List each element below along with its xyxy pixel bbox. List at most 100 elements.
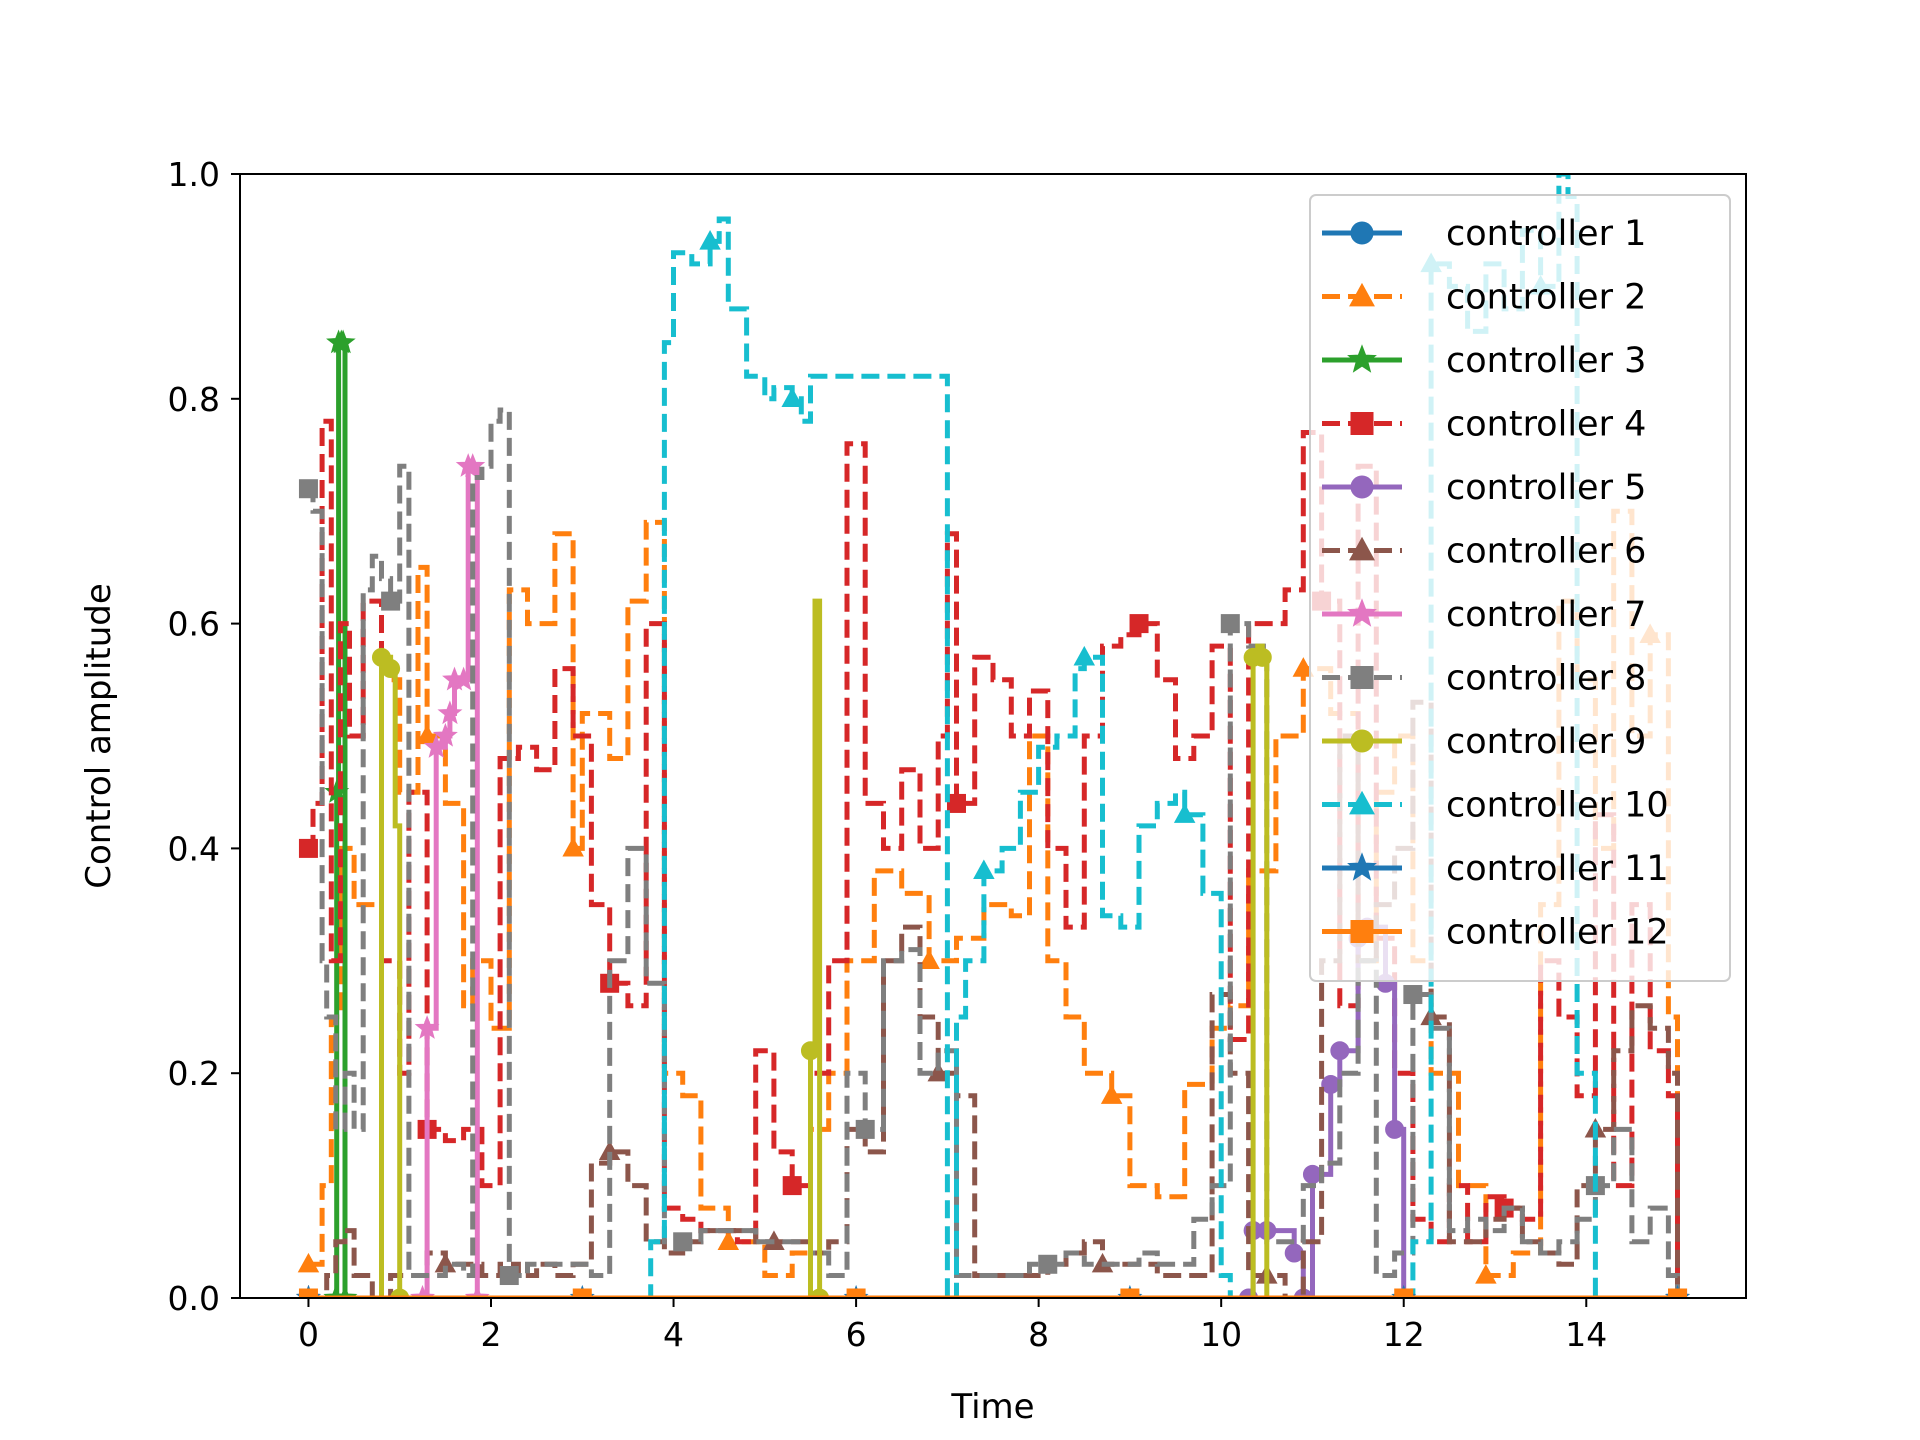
legend-item-5: controller 5 (1322, 468, 1646, 508)
series-line-4 (308, 418, 1680, 1298)
x-tick-label: 8 (1028, 1315, 1049, 1354)
data-point-7-2 (414, 1015, 440, 1039)
y-axis: 0.0 0.2 0.4 0.6 0.8 1.0 (168, 155, 240, 1318)
y-tick-label: 0.8 (168, 380, 220, 419)
series-layer (295, 174, 1691, 1298)
data-point-5-4 (1284, 1243, 1304, 1263)
legend-label: controller 1 (1446, 214, 1646, 254)
legend-item-7: controller 7 (1322, 595, 1646, 635)
data-point-6-36 (927, 1061, 949, 1082)
legend-label: controller 4 (1446, 405, 1646, 445)
data-point-12-0 (298, 1288, 318, 1298)
data-point-2-24 (717, 1230, 740, 1250)
data-point-2-16 (562, 837, 584, 857)
data-point-3-2 (324, 779, 350, 803)
y-axis-label: Control amplitude (79, 583, 119, 889)
data-point-3-6 (332, 1284, 358, 1298)
data-point-5-6 (1302, 1164, 1322, 1184)
legend-marker (1347, 852, 1377, 881)
legend-label: controller 7 (1446, 595, 1646, 635)
plot-frame (239, 173, 1747, 1299)
data-point-5-8 (1330, 1041, 1350, 1061)
legend-label: controller 12 (1446, 913, 1669, 953)
data-point-8-60 (1220, 614, 1240, 634)
data-point-5-12 (1385, 1119, 1405, 1139)
legend-marker (1349, 282, 1375, 307)
data-point-4-30 (782, 1176, 802, 1196)
data-point-2-32 (918, 949, 940, 969)
data-point-7-3 (423, 734, 449, 758)
x-axis: 0 2 4 6 8 10 12 14 (298, 1298, 1607, 1354)
data-point-4-0 (298, 838, 318, 858)
y-tick-label: 0.2 (168, 1054, 220, 1093)
legend-label: controller 8 (1446, 659, 1646, 699)
data-point-9-4 (381, 659, 401, 679)
legend-item-3: controller 3 (1322, 341, 1646, 381)
legend-item-8: controller 8 (1322, 659, 1646, 699)
legend-marker (1349, 536, 1375, 561)
data-point-9-14 (1252, 647, 1272, 667)
legend-item-10: controller 10 (1322, 786, 1669, 826)
data-point-12-3 (1120, 1288, 1140, 1298)
data-point-12-1 (572, 1288, 592, 1298)
legend-item-2: controller 2 (1322, 278, 1646, 318)
data-point-8-30 (673, 1232, 693, 1252)
data-point-3-5 (330, 329, 356, 354)
legend-marker (1350, 666, 1374, 689)
data-point-8-50 (1038, 1254, 1058, 1274)
legend-label: controller 9 (1446, 722, 1646, 762)
x-tick-label: 10 (1200, 1315, 1242, 1354)
data-point-2-40 (1100, 1084, 1123, 1104)
x-tick-label: 4 (663, 1315, 684, 1354)
legend-marker (1350, 412, 1374, 435)
data-point-8-0 (298, 479, 318, 499)
data-point-7-10 (464, 1284, 490, 1298)
data-point-7-9 (460, 453, 486, 477)
data-point-10-18 (973, 859, 995, 880)
legend-box (1309, 194, 1731, 982)
legend-label: controller 3 (1446, 341, 1646, 381)
data-point-10-6 (699, 230, 721, 250)
x-tick-label: 14 (1565, 1315, 1607, 1354)
data-point-10-12 (781, 387, 803, 407)
legend-label: controller 5 (1446, 468, 1646, 508)
legend-item-11: controller 11 (1322, 849, 1669, 889)
legend-marker (1350, 920, 1374, 943)
data-point-8-70 (1403, 985, 1423, 1005)
legend-marker (1347, 344, 1377, 373)
data-point-8-20 (499, 1266, 519, 1286)
data-point-10-30 (1173, 803, 1196, 823)
x-tick-label: 12 (1383, 1315, 1425, 1354)
data-point-4-50 (1129, 614, 1149, 634)
data-point-12-5 (1668, 1288, 1688, 1298)
data-point-8-40 (855, 1119, 875, 1139)
y-tick-label: 1.0 (168, 155, 220, 194)
series-8 (298, 407, 1680, 1298)
legend-label: controller 11 (1446, 849, 1669, 889)
legend-marker (1347, 598, 1377, 627)
legend: controller 1 controller 2 controller 3 cont… (1309, 194, 1731, 982)
x-axis-label: Time (950, 1387, 1034, 1427)
legend-label: controller 6 (1446, 532, 1646, 572)
data-point-2-56 (1475, 1264, 1497, 1284)
x-tick-label: 6 (846, 1315, 867, 1354)
series-12 (298, 1288, 1688, 1298)
legend-label: controller 2 (1446, 278, 1646, 318)
legend-marker (1350, 475, 1374, 499)
x-tick-label: 2 (481, 1315, 502, 1354)
data-point-7-5 (437, 700, 463, 725)
legend-item-4: controller 4 (1322, 405, 1646, 445)
y-tick-label: 0.4 (168, 829, 220, 868)
data-point-9-8 (800, 1041, 820, 1061)
legend-item-1: controller 1 (1322, 214, 1646, 254)
x-tick-label: 0 (298, 1315, 319, 1354)
data-point-2-0 (297, 1252, 320, 1273)
data-point-12-4 (1394, 1288, 1414, 1298)
legend-label: controller 10 (1446, 786, 1669, 826)
legend-item-6: controller 6 (1322, 532, 1646, 572)
data-point-5-7 (1321, 1074, 1341, 1094)
y-tick-label: 0.0 (168, 1279, 220, 1318)
y-tick-label: 0.6 (168, 605, 220, 644)
legend-marker (1350, 221, 1374, 245)
